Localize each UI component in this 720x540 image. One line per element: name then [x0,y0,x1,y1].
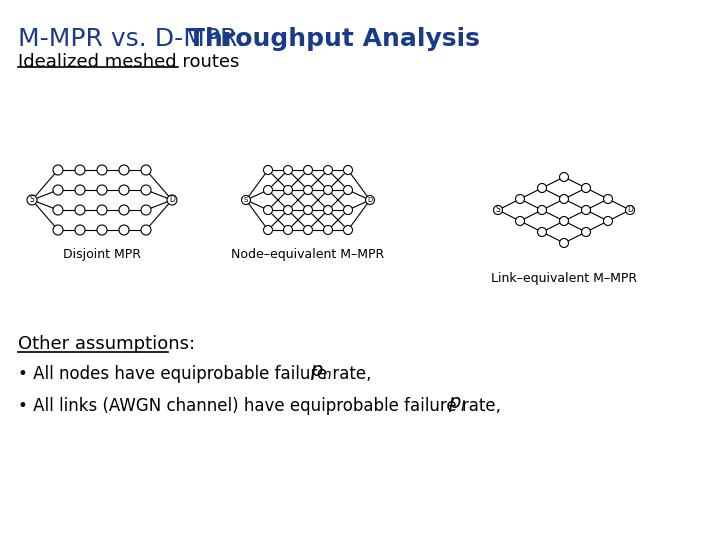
Text: Link–equivalent M–MPR: Link–equivalent M–MPR [491,272,637,285]
Circle shape [97,205,107,215]
Circle shape [264,226,272,234]
Circle shape [323,165,333,174]
Circle shape [97,225,107,235]
Circle shape [559,194,569,204]
Circle shape [538,206,546,214]
Text: • All nodes have equiprobable failure rate,: • All nodes have equiprobable failure ra… [18,365,388,383]
Circle shape [53,185,63,195]
Circle shape [323,206,333,214]
Circle shape [603,217,613,226]
Circle shape [343,206,353,214]
Circle shape [323,226,333,234]
Circle shape [264,186,272,194]
Circle shape [75,165,85,175]
Text: M-MPR vs. D-MPR:: M-MPR vs. D-MPR: [18,27,253,51]
Circle shape [538,184,546,192]
Circle shape [75,205,85,215]
Text: Disjoint MPR: Disjoint MPR [63,248,141,261]
Circle shape [304,206,312,214]
Circle shape [343,165,353,174]
Circle shape [264,206,272,214]
Circle shape [323,186,333,194]
Circle shape [559,172,569,181]
Circle shape [119,185,129,195]
Circle shape [582,227,590,237]
Circle shape [516,194,524,204]
Circle shape [304,165,312,174]
Circle shape [603,194,613,204]
Circle shape [53,205,63,215]
Text: S: S [495,206,500,214]
Circle shape [304,226,312,234]
Circle shape [141,185,151,195]
Text: D: D [169,195,175,205]
Circle shape [97,185,107,195]
Circle shape [167,195,177,205]
Circle shape [343,186,353,194]
Circle shape [264,165,272,174]
Circle shape [559,217,569,226]
Text: D: D [367,197,373,203]
Circle shape [343,226,353,234]
Text: Node–equivalent M–MPR: Node–equivalent M–MPR [231,248,384,261]
Circle shape [119,165,129,175]
Circle shape [582,206,590,214]
Text: Idealized meshed routes: Idealized meshed routes [18,53,239,71]
Circle shape [538,227,546,237]
Circle shape [284,206,292,214]
Circle shape [27,195,37,205]
Circle shape [626,206,634,214]
Circle shape [493,206,503,214]
Circle shape [119,205,129,215]
Circle shape [141,225,151,235]
Circle shape [141,205,151,215]
Circle shape [75,185,85,195]
Circle shape [53,225,63,235]
Circle shape [119,225,129,235]
Text: • All links (AWGN channel) have equiprobable failure rate,: • All links (AWGN channel) have equiprob… [18,397,518,415]
Circle shape [582,184,590,192]
Circle shape [366,195,374,205]
Circle shape [75,225,85,235]
Circle shape [284,165,292,174]
Text: D: D [627,206,633,214]
Text: Throughput Analysis: Throughput Analysis [188,27,480,51]
Text: $p_n$: $p_n$ [310,363,332,382]
Circle shape [141,165,151,175]
Text: $p_l$: $p_l$ [448,395,466,414]
Circle shape [284,226,292,234]
Circle shape [97,165,107,175]
Circle shape [241,195,251,205]
Text: S: S [244,197,248,203]
Circle shape [559,239,569,247]
Circle shape [284,186,292,194]
Text: S: S [30,195,35,205]
Text: Other assumptions:: Other assumptions: [18,335,195,353]
Circle shape [304,186,312,194]
Circle shape [53,165,63,175]
Circle shape [516,217,524,226]
